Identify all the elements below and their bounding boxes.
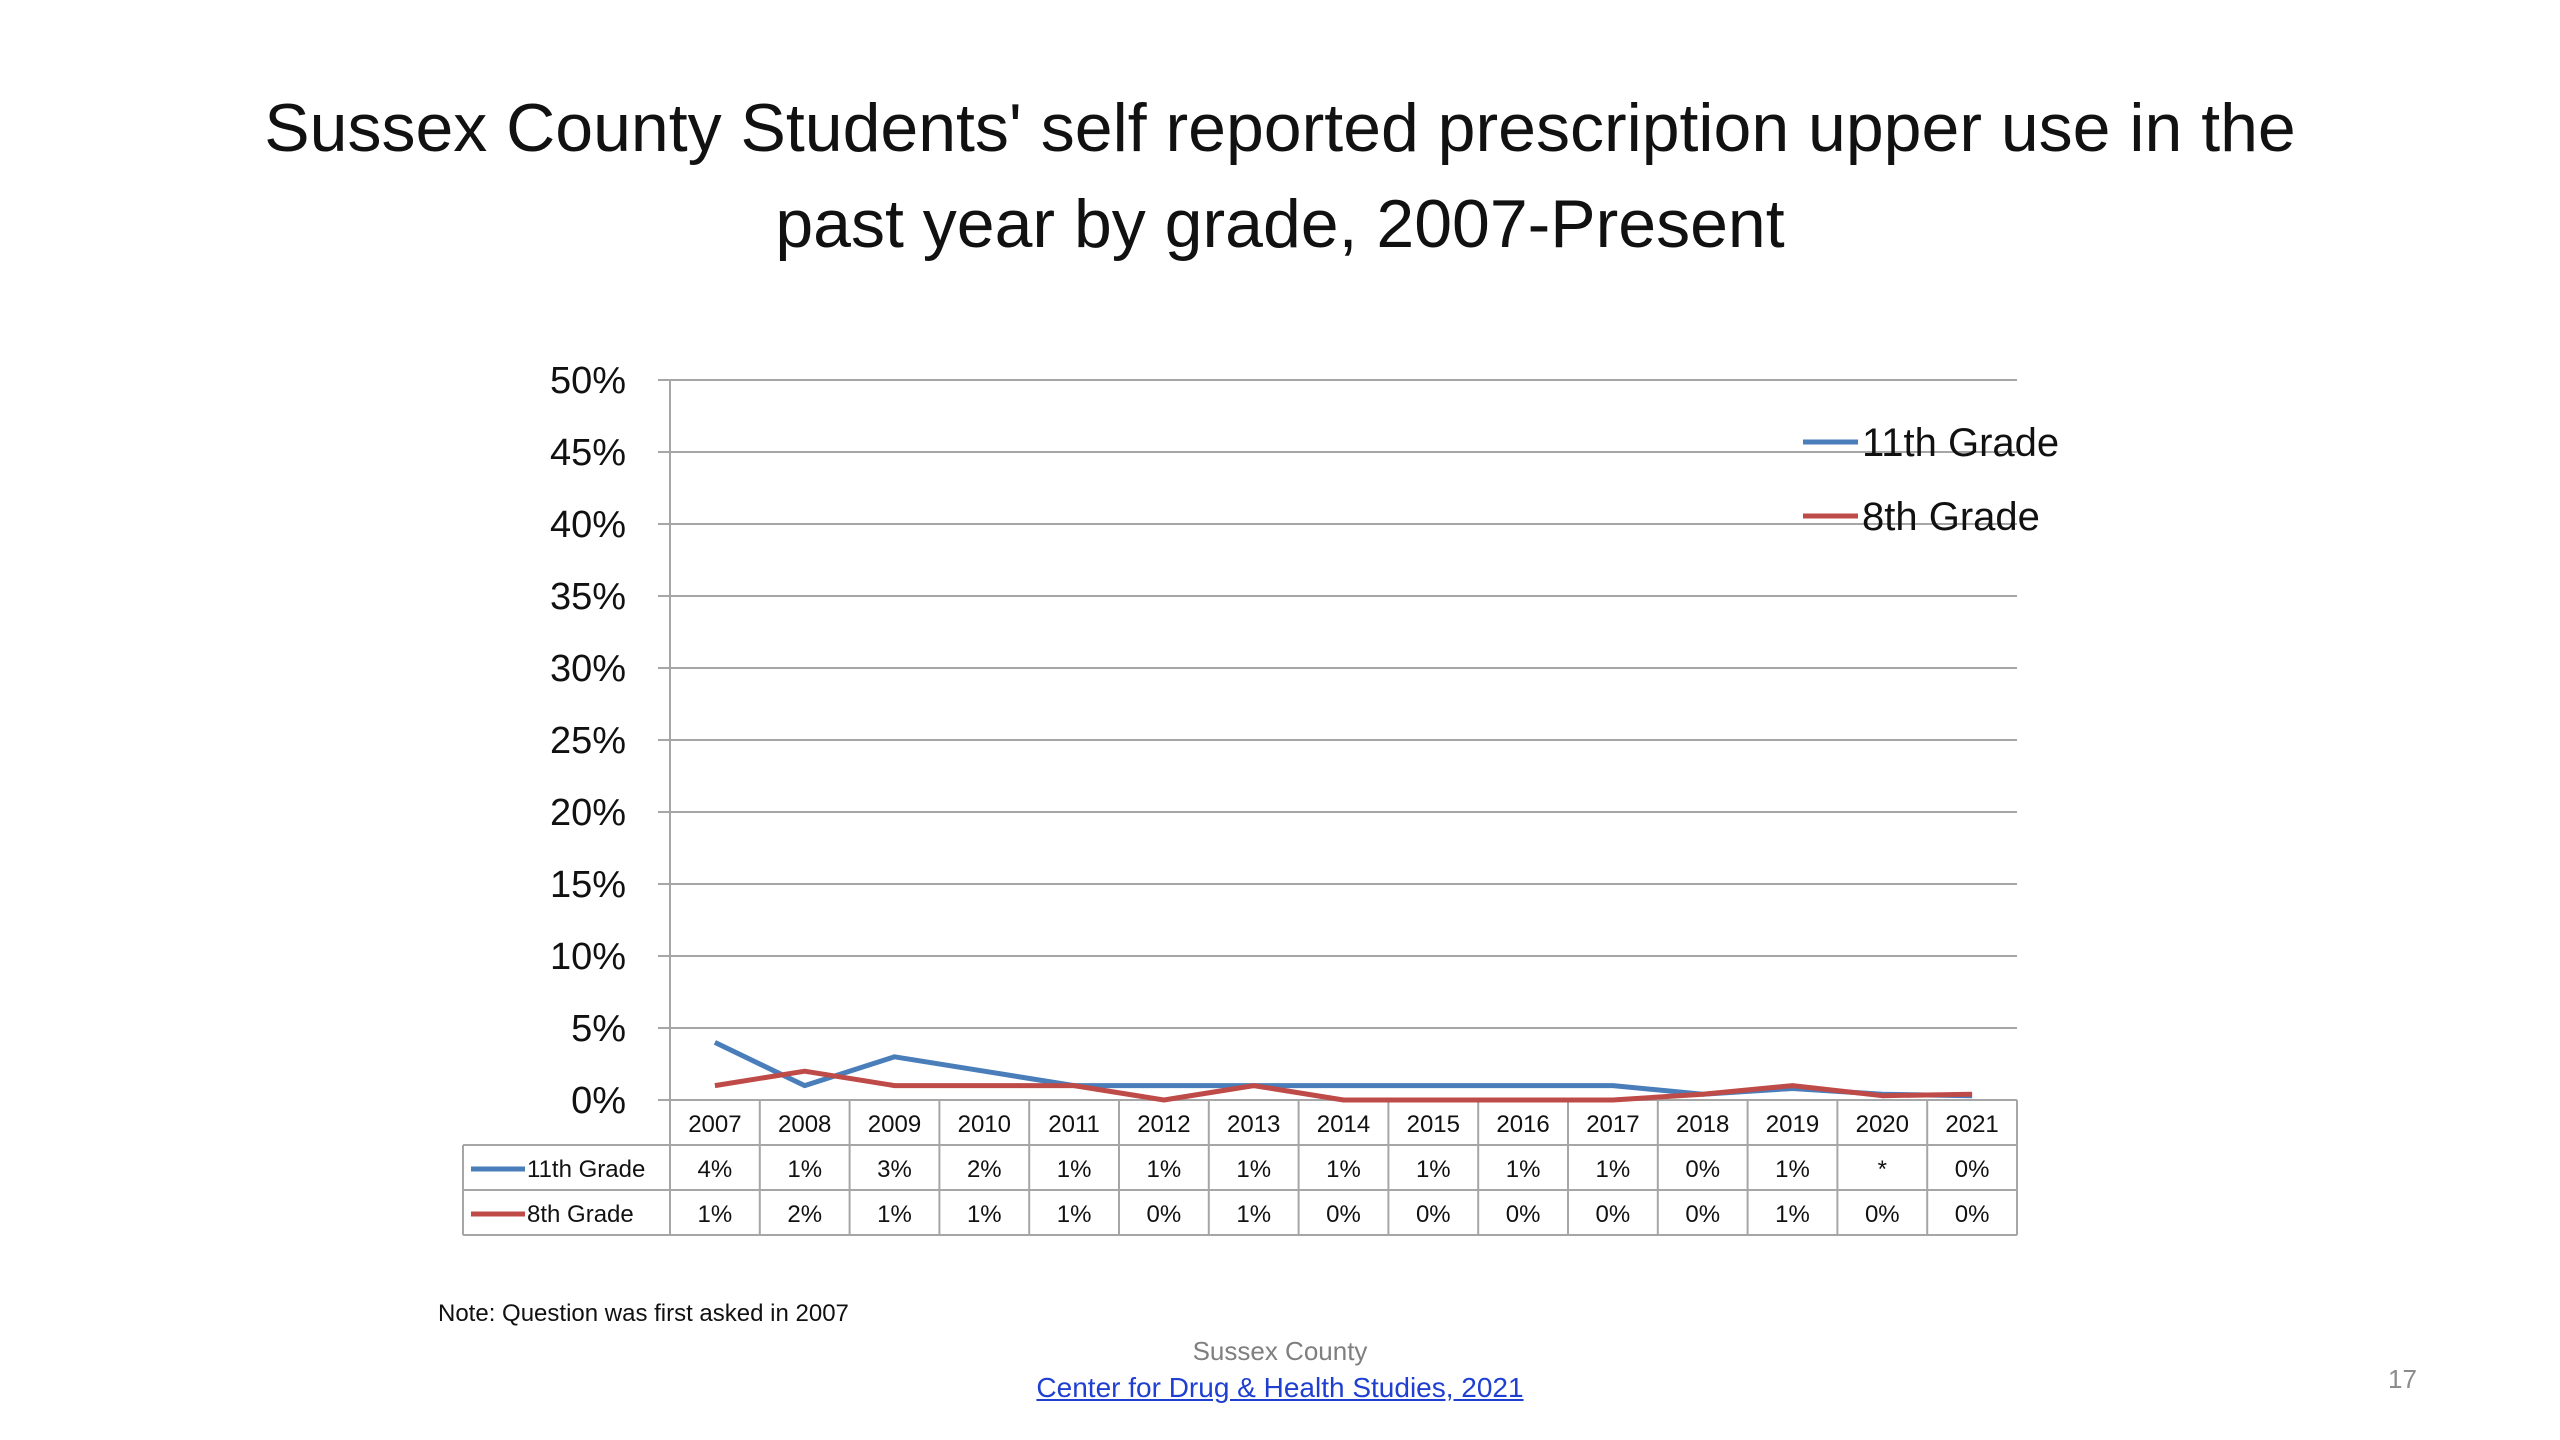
x-tick-label: 2017 <box>1586 1111 1639 1138</box>
data-label: 1% <box>1147 1156 1182 1183</box>
footer-organization: Sussex County <box>1192 1336 1368 1366</box>
data-label: 1% <box>1596 1156 1631 1183</box>
data-label: 3% <box>877 1156 912 1183</box>
data-label: 1% <box>698 1201 733 1228</box>
x-tick-label: 2011 <box>1048 1111 1100 1138</box>
data-label: 0% <box>1506 1201 1541 1228</box>
y-tick-label: 25% <box>550 720 626 762</box>
data-label: 1% <box>1326 1156 1361 1183</box>
data-label: 0% <box>1596 1201 1631 1228</box>
data-label: 4% <box>698 1156 733 1183</box>
legend-label: 8th Grade <box>1862 495 2040 539</box>
chart-note: Note: Question was first asked in 2007 <box>438 1300 849 1327</box>
x-tick-label: 2019 <box>1766 1111 1819 1138</box>
data-label: 1% <box>1416 1156 1451 1183</box>
data-label: 1% <box>1236 1156 1271 1183</box>
y-tick-label: 40% <box>550 504 626 546</box>
data-label: 0% <box>1147 1201 1182 1228</box>
data-label: 2% <box>967 1156 1002 1183</box>
x-tick-label: 2013 <box>1227 1111 1280 1138</box>
data-label: 1% <box>1506 1156 1541 1183</box>
slide-title-line-1: Sussex County Students' self reported pr… <box>264 90 2296 166</box>
data-label: 1% <box>1775 1201 1810 1228</box>
data-label: 0% <box>1955 1156 1990 1183</box>
line-chart: 0% 5% 10% 15% 20% 25% 30% 35% 40% 45% 50% 2007 2008 2… <box>462 360 2059 1236</box>
y-tick-label: 0% <box>571 1080 626 1122</box>
data-label: 1% <box>967 1201 1002 1228</box>
x-tick-label: 2014 <box>1317 1111 1370 1138</box>
data-label: 0% <box>1865 1201 1900 1228</box>
x-tick-label: 2020 <box>1856 1111 1909 1138</box>
data-label: 0% <box>1416 1201 1451 1228</box>
data-label: 1% <box>1057 1156 1092 1183</box>
x-tick-label: 2018 <box>1676 1111 1729 1138</box>
y-tick-label: 5% <box>571 1008 626 1050</box>
data-label: * <box>1878 1156 1887 1183</box>
y-tick-label: 45% <box>550 432 626 474</box>
x-tick-label: 2009 <box>868 1111 921 1138</box>
y-tick-label: 20% <box>550 792 626 834</box>
data-label: 0% <box>1955 1201 1990 1228</box>
y-tick-label: 50% <box>550 360 626 402</box>
slide-title-line-2: past year by grade, 2007-Present <box>775 186 1785 262</box>
table-series-label: 11th Grade <box>527 1156 645 1183</box>
x-tick-label: 2007 <box>688 1111 741 1138</box>
data-label: 0% <box>1685 1201 1720 1228</box>
data-label: 2% <box>787 1201 822 1228</box>
series-line <box>714 1068 1973 1103</box>
x-tick-label: 2010 <box>958 1111 1011 1138</box>
y-tick-label: 30% <box>550 648 626 690</box>
y-tick-label: 35% <box>550 576 626 618</box>
footer-link-wrapper: Center for Drug & Health Studies, 2021 <box>0 1372 2560 1404</box>
x-tick-label: 2016 <box>1496 1111 1549 1138</box>
data-label: 1% <box>877 1201 912 1228</box>
data-label: 1% <box>1057 1201 1092 1228</box>
x-tick-label: 2012 <box>1137 1111 1190 1138</box>
x-tick-label: 2021 <box>1945 1111 1998 1138</box>
page-number: 17 <box>2388 1364 2417 1394</box>
legend-label: 11th Grade <box>1862 421 2059 465</box>
slide-title: Sussex County Students' self reported pr… <box>120 80 2440 272</box>
x-tick-label: 2008 <box>778 1111 831 1138</box>
data-label: 1% <box>787 1156 822 1183</box>
y-tick-label: 10% <box>550 936 626 978</box>
data-label: 0% <box>1326 1201 1361 1228</box>
y-tick-label: 15% <box>550 864 626 906</box>
data-label: 0% <box>1685 1156 1720 1183</box>
data-label: 1% <box>1775 1156 1810 1183</box>
data-label: 1% <box>1236 1201 1271 1228</box>
source-link[interactable]: Center for Drug & Health Studies, 2021 <box>1036 1372 1524 1403</box>
x-tick-label: 2015 <box>1407 1111 1460 1138</box>
table-series-label: 8th Grade <box>527 1201 634 1228</box>
